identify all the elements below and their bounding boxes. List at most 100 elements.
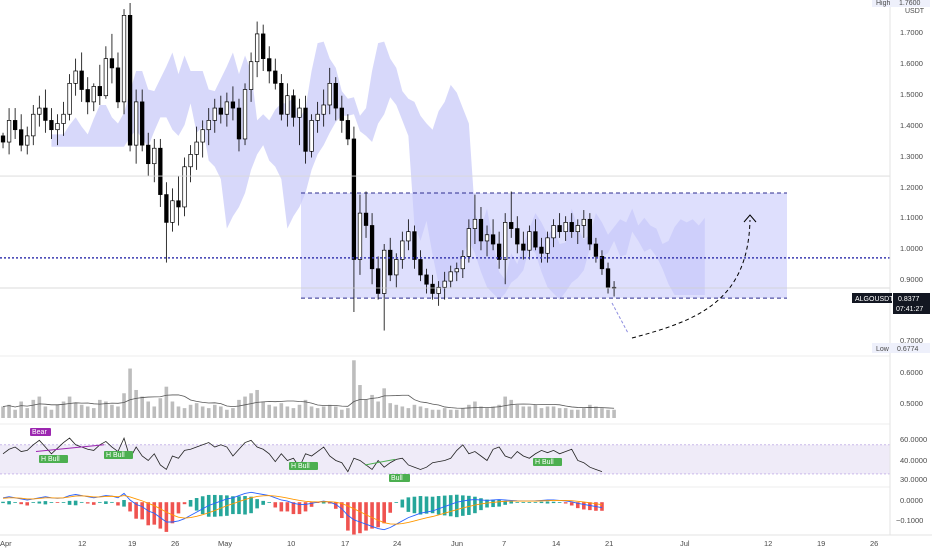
candle-down: [369, 225, 375, 270]
volume-bar: [479, 406, 483, 418]
volume-bar: [315, 408, 320, 418]
volume-bar: [424, 408, 429, 418]
macd-histogram-bar: [582, 502, 586, 510]
divergence-label: H Bull: [41, 456, 60, 463]
time-tick: 14: [552, 539, 560, 548]
high-value: 1.7600: [899, 0, 921, 7]
candle-up: [67, 82, 72, 115]
range-box[interactable]: [301, 192, 787, 299]
macd-histogram-bar: [67, 500, 72, 505]
volume-bar: [158, 398, 163, 418]
volume-bar: [194, 403, 199, 418]
candle-up: [472, 218, 478, 229]
time-axis[interactable]: Apr 12 19 26 May 10 17 24 Jun 7 14 21 Ju…: [0, 534, 932, 548]
candle-up: [285, 95, 290, 115]
volume-bar: [563, 408, 568, 418]
macd-line: [2, 491, 603, 531]
candle-down: [140, 101, 145, 146]
macd-histogram-bar: [569, 502, 574, 506]
candle-up: [406, 231, 411, 242]
macd-histogram-bar: [255, 499, 259, 509]
time-tick: 26: [171, 539, 179, 548]
volume-bar: [110, 404, 114, 418]
volume-bar: [539, 408, 544, 418]
volume-bar: [31, 399, 36, 418]
macd-histogram-bar: [376, 502, 380, 528]
candle-up: [382, 249, 387, 294]
macd-histogram-bar: [340, 502, 344, 519]
volume-bar: [231, 408, 235, 418]
time-tick: 12: [764, 539, 772, 548]
macd-histogram-bar: [406, 497, 411, 512]
candle-up: [200, 129, 205, 143]
volume-bar: [188, 404, 193, 418]
volume-bar: [61, 401, 66, 418]
candle-down: [97, 86, 102, 97]
macd-histogram-bar: [134, 502, 138, 519]
volume-bar: [448, 409, 453, 418]
volume-bar: [521, 406, 526, 418]
macd-histogram-bar: [430, 496, 435, 514]
candle-down: [261, 33, 266, 59]
macd-histogram-bar: [551, 501, 556, 504]
macd-histogram-bar: [563, 502, 568, 504]
volume-bar: [594, 406, 598, 418]
macd-histogram-bar: [370, 502, 374, 529]
volume-bar: [600, 408, 604, 418]
price-tick: 1.2000: [900, 183, 923, 192]
volume-bar: [394, 404, 399, 418]
candle-up: [315, 113, 320, 121]
macd-histogram-bar: [122, 500, 126, 507]
divergence-label: Bull: [391, 475, 403, 482]
candle-up: [466, 228, 472, 257]
volume-bar: [19, 401, 23, 418]
time-tick: 17: [341, 539, 349, 548]
macd-histogram-bar: [146, 502, 151, 526]
candle-up: [37, 107, 42, 115]
candle-up: [448, 271, 453, 282]
volume-bar: [509, 399, 514, 418]
macd-histogram-bar: [140, 502, 144, 520]
macd-histogram-bar: [527, 502, 532, 503]
candle-down: [521, 243, 526, 251]
candle-up: [545, 237, 550, 254]
volume-bar: [309, 406, 314, 418]
candle-up: [55, 123, 60, 131]
macd-histogram-bar: [418, 496, 423, 515]
price-axis[interactable]: High 1.7600 USDT 1.7000 1.6000 1.5000 1.…: [852, 0, 932, 550]
volume-bar: [249, 393, 253, 418]
volume-bar: [569, 409, 574, 418]
volume-bar: [575, 409, 580, 418]
candle-up: [400, 240, 405, 260]
volume-bar: [7, 404, 11, 418]
macd-histogram-bar: [309, 502, 314, 507]
time-tick: 24: [393, 539, 401, 548]
candle-up: [212, 107, 217, 121]
volume-bar: [116, 406, 120, 418]
projection-recovery: [631, 219, 751, 339]
volume-bar: [358, 385, 362, 418]
candle-up: [436, 286, 441, 294]
volume-bar: [128, 368, 132, 418]
candle-up: [484, 234, 490, 242]
candle-down: [79, 70, 84, 90]
macd-histogram-bar: [7, 501, 11, 505]
volume-bar: [515, 404, 520, 418]
time-tick: Apr: [0, 539, 12, 548]
macd-histogram-bar: [13, 502, 17, 503]
volume-bar: [225, 409, 229, 418]
candle-down: [557, 225, 562, 233]
macd-histogram-bar: [333, 502, 338, 509]
time-tick: 7: [502, 539, 506, 548]
rsi-tick: 40.0000: [900, 456, 927, 465]
volume-bar: [122, 393, 126, 418]
candle-down: [127, 15, 133, 146]
candle-up: [442, 280, 447, 288]
macd-pane: [1, 491, 604, 536]
candle-up: [321, 104, 326, 115]
high-tag-bg: [872, 0, 930, 7]
volume-bar: [533, 404, 538, 418]
candle-up: [25, 135, 30, 146]
